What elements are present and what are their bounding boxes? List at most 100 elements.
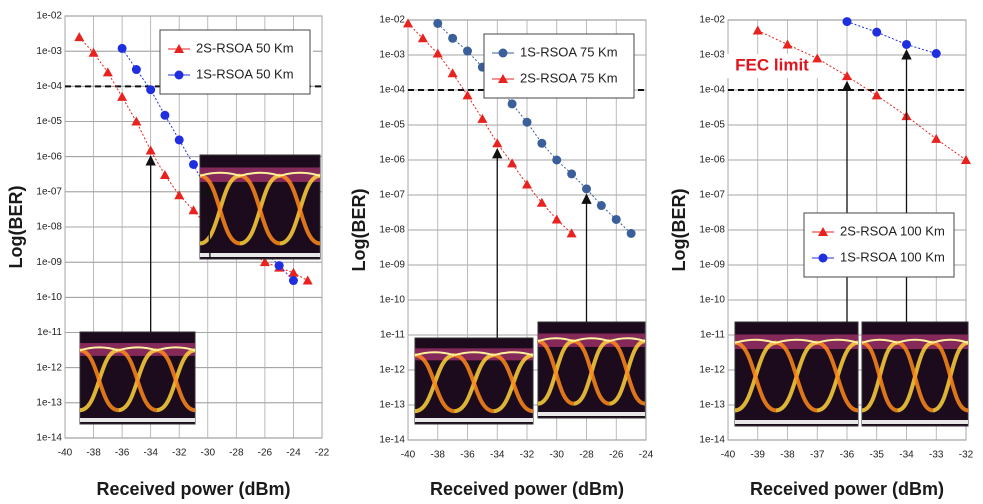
eye-trace xyxy=(118,346,157,352)
y-tick-label: 1e-14 xyxy=(379,435,405,446)
data-point xyxy=(274,261,284,271)
legend-marker xyxy=(818,227,828,236)
y-tick-label: 1e-02 xyxy=(699,15,725,26)
y-tick-label: 1e-12 xyxy=(699,365,725,376)
y-tick-label: 1e-09 xyxy=(699,260,725,271)
data-point xyxy=(752,25,763,35)
y-tick-label: 1e-05 xyxy=(36,116,62,127)
x-tick-label: -38 xyxy=(780,450,795,461)
y-tick-label: 1e-13 xyxy=(36,397,62,408)
x-tick-label: -33 xyxy=(929,450,944,461)
eye-diagram-noise xyxy=(735,334,858,350)
data-point xyxy=(447,68,458,78)
y-tick-label: 1e-08 xyxy=(699,225,725,236)
x-tick-label: -35 xyxy=(870,450,885,461)
data-point xyxy=(102,67,113,77)
eye-trace xyxy=(896,340,934,413)
x-axis-title: Received power (dBm) xyxy=(750,479,944,499)
data-point xyxy=(159,170,170,180)
data-point xyxy=(433,18,443,28)
data-point xyxy=(477,113,488,123)
y-tick-label: 1e-06 xyxy=(379,155,405,166)
eye-trace xyxy=(897,338,933,344)
data-point xyxy=(146,85,156,95)
data-point xyxy=(188,205,199,215)
data-point xyxy=(931,49,941,59)
y-tick-label: 1e-09 xyxy=(379,260,405,271)
x-axis-title: Received power (dBm) xyxy=(96,479,290,499)
y-axis-title: Log(BER) xyxy=(669,189,689,272)
eye-trace xyxy=(414,351,455,357)
y-tick-label: 1e-04 xyxy=(36,81,62,92)
x-tick-label: -36 xyxy=(115,448,130,459)
chart-panel: 1e-02 1e-03 1e-04 1e-05 1e-06 1e-07 1e-08 1e-09… xyxy=(349,15,654,499)
y-tick-label: 1e-07 xyxy=(699,190,725,201)
legend-marker xyxy=(498,74,508,83)
data-point xyxy=(492,138,503,148)
y-tick-label: 1e-08 xyxy=(379,225,405,236)
chart-panel: 1e-02 1e-03 1e-04 1e-05 1e-06 1e-07 1e-08 1e-09… xyxy=(669,15,974,499)
eye-trace xyxy=(454,351,494,357)
data-point xyxy=(551,214,562,224)
data-point xyxy=(842,17,852,27)
eye-diagram-noise xyxy=(80,343,195,356)
data-point xyxy=(902,39,911,49)
data-point xyxy=(931,133,942,143)
eye-trace xyxy=(573,339,610,406)
eye-diagram-baseline xyxy=(200,253,320,257)
eye-diagram-baseline xyxy=(538,412,645,416)
x-tick-label: -24 xyxy=(639,450,654,461)
data-point xyxy=(522,117,532,127)
data-point xyxy=(131,116,142,126)
eye-trace xyxy=(117,348,158,413)
x-tick-label: -34 xyxy=(899,450,914,461)
y-tick-label: 1e-12 xyxy=(379,365,405,376)
eye-trace xyxy=(537,339,575,406)
chart-panel: 1e-02 1e-03 1e-04 1e-05 1e-06 1e-07 1e-08 1e-09… xyxy=(6,11,330,499)
data-point xyxy=(536,197,547,207)
eye-diagram-baseline xyxy=(735,420,858,424)
pointer-arrow xyxy=(202,184,214,260)
y-tick-label: 1e-03 xyxy=(699,50,725,61)
eye-trace xyxy=(199,173,241,246)
y-tick-label: 1e-13 xyxy=(699,400,725,411)
legend-marker xyxy=(818,253,828,263)
eye-trace xyxy=(79,346,119,352)
y-tick-label: 1e-12 xyxy=(36,362,62,373)
y-tick-label: 1e-05 xyxy=(699,120,725,131)
y-axis-title: Log(BER) xyxy=(6,186,26,269)
data-point xyxy=(288,267,299,277)
x-tick-label: -30 xyxy=(201,448,216,459)
x-tick-label: -36 xyxy=(840,450,855,461)
eye-diagram-noise xyxy=(862,334,968,350)
eye-trace xyxy=(573,337,610,343)
eye-trace xyxy=(775,338,818,344)
data-point xyxy=(463,46,472,56)
data-point xyxy=(507,99,517,109)
x-tick-label: -38 xyxy=(431,450,446,461)
y-tick-label: 1e-02 xyxy=(36,11,62,22)
data-point xyxy=(462,90,473,100)
legend-label: 1S-RSOA 100 Km xyxy=(840,249,945,264)
x-tick-label: -26 xyxy=(609,450,624,461)
y-tick-label: 1e-11 xyxy=(37,327,62,338)
eye-diagram-baseline xyxy=(80,418,195,422)
y-tick-label: 1e-06 xyxy=(36,151,62,162)
data-point xyxy=(871,90,882,100)
data-point xyxy=(189,159,198,169)
eye-diagram-baseline xyxy=(862,420,968,424)
eye-diagram-baseline xyxy=(415,418,533,422)
y-tick-label: 1e-11 xyxy=(380,330,405,341)
legend-box xyxy=(803,212,955,278)
data-point xyxy=(417,33,428,43)
eye-trace xyxy=(493,353,534,414)
data-point xyxy=(537,138,547,148)
data-point xyxy=(552,155,562,165)
eye-trace xyxy=(79,348,119,413)
legend-label: 2S-RSOA 100 Km xyxy=(840,223,945,238)
y-tick-label: 1e-14 xyxy=(699,435,725,446)
data-point xyxy=(961,155,971,164)
x-tick-label: -28 xyxy=(229,448,244,459)
data-point xyxy=(582,184,591,194)
data-point xyxy=(160,110,170,120)
